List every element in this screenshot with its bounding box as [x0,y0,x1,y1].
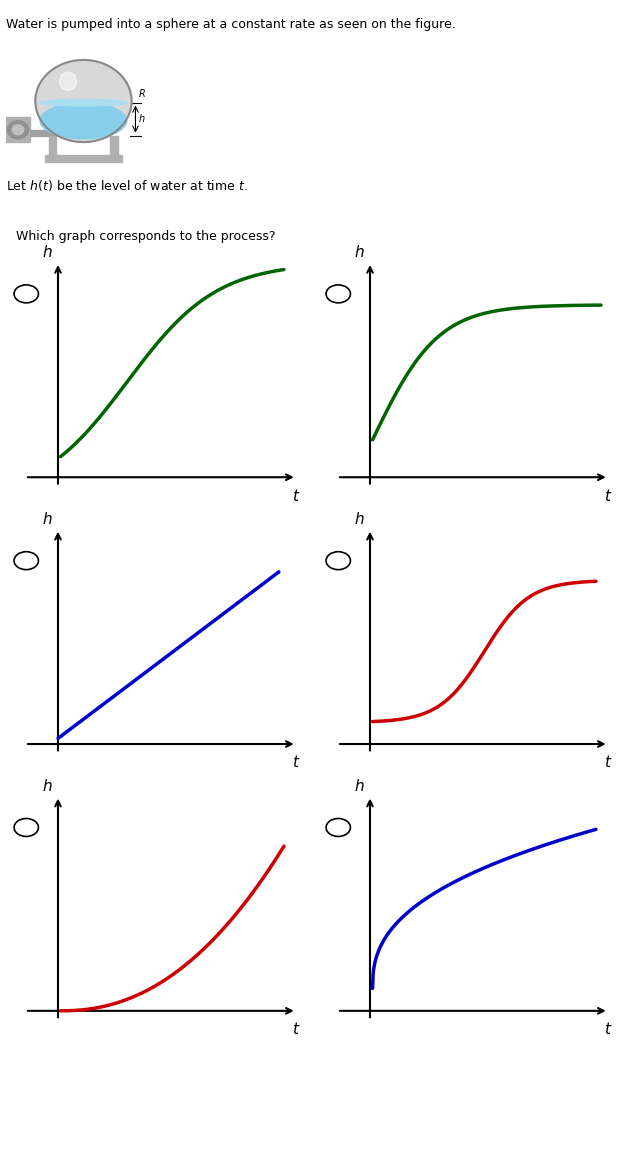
Circle shape [7,121,29,139]
Text: $t$: $t$ [603,754,612,770]
Text: h: h [139,114,144,124]
Text: $t$: $t$ [291,488,300,504]
Circle shape [12,125,24,135]
Bar [45,155,122,162]
Bar [30,130,55,136]
Circle shape [35,60,132,143]
Text: Which graph corresponds to the process?: Which graph corresponds to the process? [16,230,275,244]
Text: Let $h(t)$ be the level of water at time $t$.: Let $h(t)$ be the level of water at time… [6,177,248,193]
Text: $h$: $h$ [354,511,365,527]
Text: $h$: $h$ [42,244,53,260]
Bar [110,136,118,155]
Text: $t$: $t$ [603,488,612,504]
Text: R: R [139,90,145,99]
Text: $t$: $t$ [603,1021,612,1037]
Ellipse shape [40,102,127,139]
Bar [6,117,30,143]
Text: Water is pumped into a sphere at a constant rate as seen on the figure.: Water is pumped into a sphere at a const… [6,17,456,31]
Ellipse shape [40,99,127,106]
Text: $h$: $h$ [42,777,53,794]
Text: $h$: $h$ [42,511,53,527]
Text: $t$: $t$ [291,754,300,770]
Text: $h$: $h$ [354,244,365,260]
Text: $t$: $t$ [291,1021,300,1037]
Ellipse shape [60,72,77,91]
Text: $h$: $h$ [354,777,365,794]
Bar [49,136,56,155]
